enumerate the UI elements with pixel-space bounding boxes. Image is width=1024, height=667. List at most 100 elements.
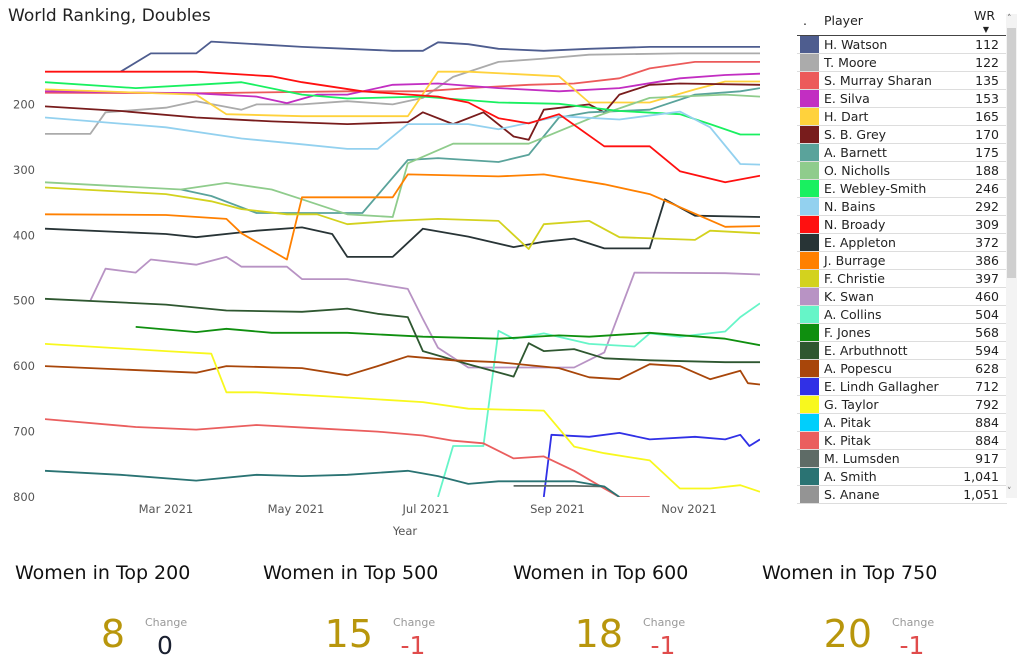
table-row[interactable]: H. Dart 165 xyxy=(797,108,1007,126)
series-line-o-nicholls[interactable] xyxy=(45,93,760,218)
table-row[interactable]: O. Nicholls 188 xyxy=(797,162,1007,180)
table-row[interactable]: G. Taylor 792 xyxy=(797,396,1007,414)
table-row[interactable]: K. Swan 460 xyxy=(797,288,1007,306)
table-row[interactable]: A. Pitak 884 xyxy=(797,414,1007,432)
table-row[interactable]: E. Webley-Smith 246 xyxy=(797,180,1007,198)
world-ranking: 112 xyxy=(975,37,999,52)
table-row[interactable]: K. Pitak 884 xyxy=(797,432,1007,450)
scroll-up-icon[interactable]: ˄ xyxy=(1007,14,1012,24)
world-ranking: 594 xyxy=(975,343,999,358)
x-tick-label: Sep 2021 xyxy=(530,502,585,516)
color-swatch xyxy=(800,216,819,233)
series-line-j-burrage[interactable] xyxy=(45,173,760,261)
player-name: A. Popescu xyxy=(824,361,892,376)
series-line-k-pitak[interactable] xyxy=(45,418,650,497)
kpi-card: Women in Top 500 15 Change -1 xyxy=(263,560,503,665)
series-line-a-smith[interactable] xyxy=(45,469,620,497)
wr-column-header[interactable]: WR xyxy=(973,8,995,23)
series-line-e-appleton[interactable] xyxy=(45,198,760,258)
world-ranking: 165 xyxy=(975,109,999,124)
world-ranking: 246 xyxy=(975,181,999,196)
chart-title: World Ranking, Doubles xyxy=(8,6,211,26)
series-line-a-barnett[interactable] xyxy=(180,87,760,214)
table-row[interactable]: J. Burrage 386 xyxy=(797,252,1007,270)
table-row[interactable]: N. Bains 292 xyxy=(797,198,1007,216)
table-row[interactable]: S. Murray Sharan 135 xyxy=(797,72,1007,90)
series-line-e-lindh-gallagher[interactable] xyxy=(542,431,760,497)
series-line-e-webley-smith[interactable] xyxy=(45,81,760,136)
table-row[interactable]: E. Silva 153 xyxy=(797,90,1007,108)
color-swatch xyxy=(800,180,819,197)
table-row[interactable]: M. Lumsden 917 xyxy=(797,450,1007,468)
kpi-card: Women in Top 600 18 Change -1 xyxy=(513,560,753,665)
player-name: E. Appleton xyxy=(824,235,896,250)
series-line-e-arbuthnott[interactable] xyxy=(45,297,760,378)
player-column-header[interactable]: Player xyxy=(824,13,863,28)
color-column-header[interactable]: . xyxy=(803,13,807,28)
kpi-value: 18 xyxy=(574,612,623,656)
series-line-g-taylor[interactable] xyxy=(45,343,760,493)
world-ranking: 397 xyxy=(975,271,999,286)
table-row[interactable]: F. Christie 397 xyxy=(797,270,1007,288)
scroll-down-icon[interactable]: ˅ xyxy=(1007,487,1012,497)
series-line-h-watson[interactable] xyxy=(120,40,760,73)
table-row[interactable]: F. Jones 568 xyxy=(797,324,1007,342)
series-line-n-bains[interactable] xyxy=(45,110,760,166)
player-name: M. Lumsden xyxy=(824,451,900,466)
table-row[interactable]: A. Barnett 175 xyxy=(797,144,1007,162)
world-ranking: 1,041 xyxy=(963,469,999,484)
player-name: A. Pitak xyxy=(824,415,871,430)
table-row[interactable]: S. Anane 1,051 xyxy=(797,486,1007,504)
series-line-a-collins[interactable] xyxy=(437,302,760,497)
table-scrollbar[interactable]: ˄ ˅ xyxy=(1006,14,1017,498)
player-table: . Player WR ▼ H. Watson 112 T. Moore 122… xyxy=(797,8,1007,504)
table-row[interactable]: H. Watson 112 xyxy=(797,36,1007,54)
scrollbar-thumb[interactable] xyxy=(1007,28,1016,278)
player-name: E. Lindh Gallagher xyxy=(824,379,939,394)
color-swatch xyxy=(800,378,819,395)
table-row[interactable]: N. Broady 309 xyxy=(797,216,1007,234)
kpi-change-label: Change xyxy=(145,616,188,629)
kpi-title: Women in Top 600 xyxy=(513,562,689,584)
table-row[interactable]: A. Smith 1,041 xyxy=(797,468,1007,486)
player-name: S. Murray Sharan xyxy=(824,73,932,88)
series-line-a-popescu[interactable] xyxy=(45,355,760,386)
player-name: A. Barnett xyxy=(824,145,887,160)
world-ranking: 372 xyxy=(975,235,999,250)
player-name: F. Christie xyxy=(824,271,885,286)
series-line-s-murray-sharan[interactable] xyxy=(45,61,760,95)
player-name: S. B. Grey xyxy=(824,127,887,142)
color-swatch xyxy=(800,432,819,449)
color-swatch xyxy=(800,414,819,431)
series-line-n-broady[interactable] xyxy=(45,70,760,184)
table-row[interactable]: A. Popescu 628 xyxy=(797,360,1007,378)
world-ranking: 170 xyxy=(975,127,999,142)
table-row[interactable]: E. Arbuthnott 594 xyxy=(797,342,1007,360)
series-line-f-jones[interactable] xyxy=(135,326,760,347)
series-line-f-christie[interactable] xyxy=(45,186,760,250)
color-swatch xyxy=(800,342,819,359)
y-tick-label: 400 xyxy=(13,228,35,242)
player-name: K. Swan xyxy=(824,289,874,304)
player-name: N. Bains xyxy=(824,199,876,214)
color-swatch xyxy=(800,270,819,287)
color-swatch xyxy=(800,90,819,107)
table-row[interactable]: S. B. Grey 170 xyxy=(797,126,1007,144)
table-row[interactable]: E. Lindh Gallagher 712 xyxy=(797,378,1007,396)
kpi-change-label: Change xyxy=(643,616,686,629)
world-ranking: 135 xyxy=(975,73,999,88)
kpi-change-label: Change xyxy=(393,616,436,629)
series-line-t-moore[interactable] xyxy=(45,52,760,135)
world-ranking: 504 xyxy=(975,307,999,322)
series-line-m-lumsden[interactable] xyxy=(513,484,605,488)
player-name: E. Arbuthnott xyxy=(824,343,908,358)
series-line-e-silva[interactable] xyxy=(45,72,760,104)
kpi-title: Women in Top 500 xyxy=(263,562,439,584)
table-row[interactable]: T. Moore 122 xyxy=(797,54,1007,72)
series-line-h-dart[interactable] xyxy=(45,70,760,118)
table-row[interactable]: A. Collins 504 xyxy=(797,306,1007,324)
series-line-s-b-grey[interactable] xyxy=(45,82,760,141)
series-line-k-swan[interactable] xyxy=(89,255,760,369)
player-name: H. Watson xyxy=(824,37,888,52)
table-row[interactable]: E. Appleton 372 xyxy=(797,234,1007,252)
